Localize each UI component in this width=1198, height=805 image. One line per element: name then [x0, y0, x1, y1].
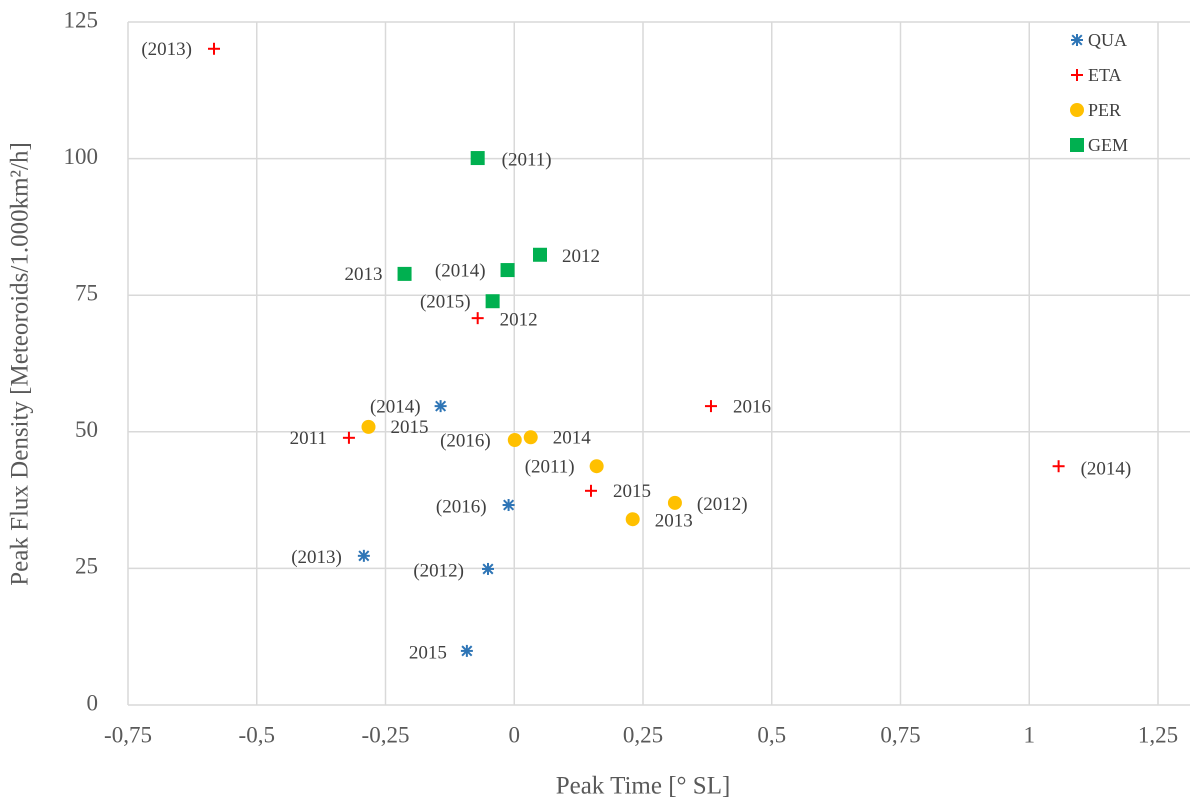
- y-tick-label: 50: [75, 417, 98, 442]
- marker-shape: [503, 499, 515, 511]
- point: [500, 263, 515, 278]
- y-tick-label: 125: [64, 7, 99, 32]
- point: [471, 312, 484, 325]
- point-label: 2015: [613, 481, 651, 502]
- marker-shape: [523, 430, 538, 445]
- point: [342, 431, 355, 444]
- x-tick-label: 0,25: [623, 722, 663, 747]
- x-axis-title: Peak Time [° SL]: [556, 773, 731, 800]
- point-label: (2014): [435, 260, 486, 281]
- x-tick-label: 0,75: [880, 722, 920, 747]
- marker-shape: [482, 563, 494, 575]
- point-label: 2012: [500, 310, 538, 331]
- point: [397, 266, 412, 281]
- point: [704, 400, 717, 413]
- marker-shape: [435, 400, 447, 412]
- point: [357, 549, 370, 562]
- marker-shape: [667, 495, 682, 510]
- marker-shape: [1071, 34, 1083, 46]
- legend-label: PER: [1088, 100, 1121, 120]
- x-tick-label: 0,5: [757, 722, 786, 747]
- legend-label: GEM: [1088, 135, 1128, 155]
- point-label: 2014: [553, 428, 592, 449]
- x-tick-label: -0,25: [362, 722, 410, 747]
- marker-shape: [1070, 103, 1084, 117]
- point: [470, 151, 485, 166]
- y-tick-label: 25: [75, 554, 98, 579]
- point: [533, 247, 547, 262]
- marker-shape: [397, 266, 412, 281]
- legend-marker: [1071, 69, 1083, 81]
- point-label: (2014): [1081, 459, 1132, 480]
- y-tick-label: 100: [64, 144, 99, 169]
- x-tick-label: -0,5: [239, 722, 275, 747]
- point-label: 2016: [733, 396, 771, 417]
- marker-shape: [500, 263, 515, 278]
- marker-shape: [470, 151, 485, 166]
- marker-shape: [507, 432, 522, 447]
- point-label: 2012: [562, 246, 600, 267]
- point: [1052, 460, 1065, 473]
- point-label: (2014): [370, 396, 421, 417]
- point-label: (2011): [502, 149, 552, 170]
- marker-shape: [361, 419, 376, 434]
- x-tick-label: 1,25: [1138, 722, 1178, 747]
- legend-marker: [1070, 138, 1084, 152]
- x-tick-label: 0: [509, 722, 521, 747]
- marker-shape: [625, 512, 640, 527]
- point: [502, 499, 515, 512]
- point: [460, 644, 473, 657]
- point: [523, 430, 538, 445]
- legend-marker: [1070, 103, 1084, 117]
- point: [361, 419, 376, 434]
- point-label: (2016): [440, 430, 491, 451]
- point-label: (2015): [420, 292, 471, 313]
- marker-shape: [1070, 138, 1084, 152]
- point: [481, 562, 494, 575]
- point-label: (2013): [291, 547, 342, 568]
- point: [434, 400, 447, 413]
- point: [208, 42, 221, 55]
- point: [625, 512, 640, 527]
- marker-shape: [358, 550, 370, 562]
- marker-shape: [589, 459, 604, 474]
- point-label: 2015: [409, 642, 447, 663]
- y-tick-label: 75: [75, 280, 98, 305]
- marker-shape: [533, 247, 547, 262]
- y-axis-title: Peak Flux Density [Meteoroids/1.000km²/h…: [7, 142, 34, 586]
- point-label: 2013: [655, 511, 693, 532]
- point-label: (2016): [436, 496, 487, 517]
- legend-label: QUA: [1088, 30, 1127, 50]
- legend-label: ETA: [1088, 65, 1122, 85]
- point-label: 2015: [391, 417, 429, 438]
- point-label: (2013): [141, 39, 192, 60]
- legend-marker: [1071, 34, 1083, 46]
- point-label: (2012): [413, 560, 464, 581]
- marker-shape: [461, 645, 473, 657]
- point-label: (2012): [697, 494, 748, 515]
- x-tick-label: 1: [1024, 722, 1036, 747]
- point: [485, 294, 500, 309]
- point: [667, 495, 682, 510]
- point-label: 2011: [290, 428, 327, 449]
- marker-shape: [485, 294, 500, 309]
- point-label: (2011): [525, 457, 575, 478]
- y-tick-label: 0: [87, 690, 99, 715]
- point: [589, 459, 604, 474]
- point-label: 2013: [345, 264, 383, 285]
- x-tick-label: -0,75: [104, 722, 152, 747]
- point: [507, 432, 522, 447]
- point: [584, 484, 597, 497]
